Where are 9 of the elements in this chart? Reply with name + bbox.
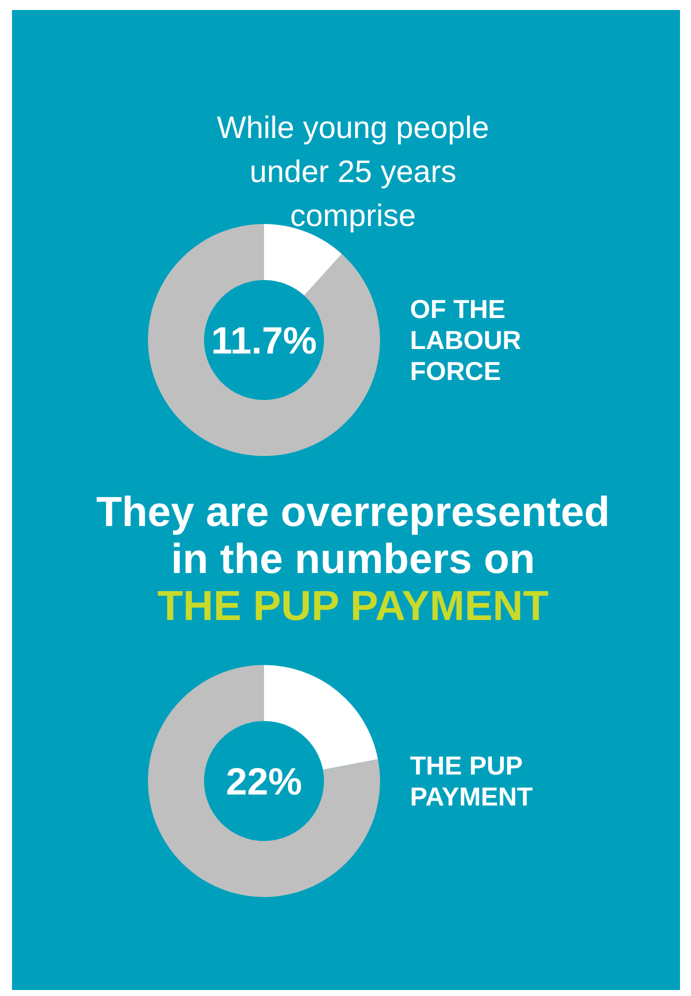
donut-slice xyxy=(264,665,378,770)
chart-subtitle: THE PUP PAYMENT xyxy=(157,582,549,629)
text: OF THE LABOUR FORCE xyxy=(410,294,522,386)
donut-slice xyxy=(148,665,380,897)
text: THE PUP PAYMENT xyxy=(410,750,533,812)
chart-title: They are overrepresented in the numbers on xyxy=(96,488,610,582)
text: 22% xyxy=(226,762,302,804)
text: 11.7% xyxy=(211,320,317,363)
chart-title: While young people under 25 years comprise xyxy=(216,110,490,233)
